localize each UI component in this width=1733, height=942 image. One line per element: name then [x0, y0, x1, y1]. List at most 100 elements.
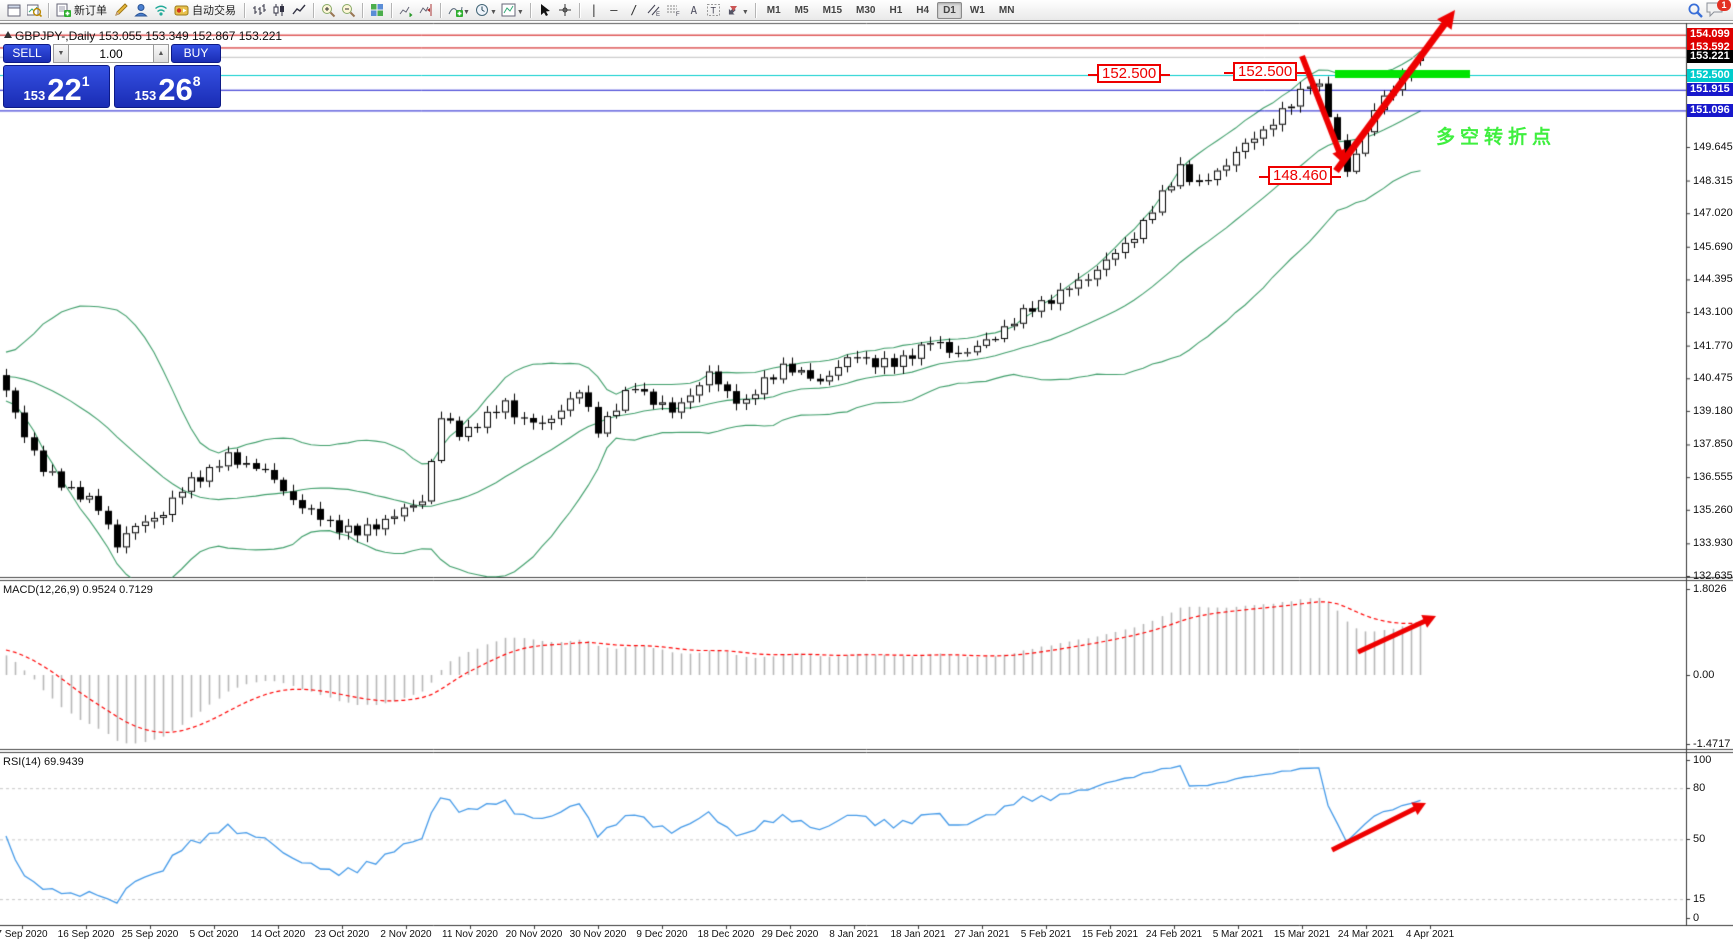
bar-chart-mode-icon[interactable] [249, 2, 269, 19]
arrows-dropdown-icon[interactable]: ▼ [741, 8, 749, 16]
signals-icon[interactable] [151, 2, 171, 19]
fibonacci-tool-icon[interactable]: F [664, 2, 684, 19]
autotrading-button[interactable]: 自动交易 [192, 5, 236, 17]
candlestick-mode-icon[interactable] [269, 2, 289, 19]
rsi-indicator-label: RSI(14) 69.9439 [3, 756, 84, 768]
macd-axis-tick: 0.00 [1693, 669, 1715, 681]
templates-icon[interactable] [499, 2, 519, 19]
price-axis-tick: 136.555 [1693, 471, 1733, 484]
date-axis-label: 9 Dec 2020 [636, 929, 688, 940]
date-axis-label: 16 Sep 2020 [57, 929, 115, 940]
date-axis-label: 14 Oct 2020 [250, 929, 306, 940]
cursor-icon[interactable] [535, 2, 555, 19]
sell-price-big: 22 [47, 72, 82, 107]
line-chart-mode-icon[interactable] [289, 2, 309, 19]
timeframe-toolbar: M1 M5 M15 M30 H1 H4 D1 W1 MN [760, 1, 1022, 19]
search-icon[interactable] [1685, 2, 1705, 19]
rsi-axis-tick: 0 [1693, 912, 1700, 924]
price-axis-tick: 133.930 [1693, 537, 1733, 550]
price-axis-tick: 149.645 [1693, 141, 1733, 153]
indicators-dropdown-icon[interactable]: ▼ [463, 8, 470, 16]
vertical-line-tool-icon[interactable]: | [590, 3, 598, 17]
chat-icon[interactable]: 1 [1705, 0, 1731, 19]
new-order-icon[interactable] [53, 2, 73, 19]
trendline-tool-icon[interactable]: / [630, 3, 638, 17]
timeframe-button-M30[interactable]: M30 [856, 4, 876, 16]
new-chart-icon[interactable] [4, 2, 24, 19]
date-axis-label: 30 Nov 2020 [569, 929, 627, 940]
zoom-in-icon[interactable] [318, 2, 338, 19]
date-axis-label: 29 Dec 2020 [761, 929, 819, 940]
timeframe-button-H1[interactable]: H1 [889, 4, 903, 16]
channel-tool-icon[interactable]: E [644, 2, 664, 19]
crosshair-icon[interactable] [555, 2, 575, 19]
periods-icon[interactable] [472, 2, 492, 19]
chart-area[interactable] [0, 22, 1686, 925]
buy-button[interactable]: BUY [171, 44, 221, 63]
collapse-one-click-icon[interactable] [4, 31, 12, 38]
zoom-out-icon[interactable] [338, 2, 358, 19]
templates-dropdown-icon[interactable]: ▼ [516, 8, 524, 16]
buy-price-button[interactable]: 153 26 8 [114, 65, 221, 108]
macd-axis-tick: 1.8026 [1693, 583, 1727, 595]
toolbar-separator [313, 2, 314, 18]
rsi-axis-tick: 50 [1693, 833, 1706, 845]
text-label-tool-icon[interactable]: T [704, 2, 724, 19]
price-badge: 151.915 [1687, 83, 1733, 97]
arrows-tool-icon[interactable] [724, 2, 744, 19]
metaeditor-icon[interactable] [111, 2, 131, 19]
one-click-trading-panel: SELL ▼ ▲ BUY 153 22 1 153 26 8 [3, 44, 221, 108]
timeframe-button-M1[interactable]: M1 [766, 4, 781, 16]
new-order-button[interactable]: 新订单 [74, 5, 107, 17]
rsi-axis-tick: 15 [1693, 893, 1706, 905]
price-axis-tick: 143.100 [1693, 306, 1733, 319]
price-badge: 152.500 [1687, 68, 1733, 82]
volume-increase-button[interactable]: ▲ [153, 44, 169, 63]
auto-scroll-icon[interactable] [396, 2, 416, 19]
community-icon[interactable] [131, 2, 151, 19]
text-tool-icon[interactable]: A [690, 3, 698, 17]
toolbar-separator [578, 2, 580, 18]
main-toolbar: 新订单 自动交易 ▼ [0, 0, 1733, 21]
sell-button[interactable]: SELL [3, 44, 51, 63]
profiles-icon[interactable] [24, 2, 44, 19]
date-axis-label: 25 Sep 2020 [121, 929, 179, 940]
timeframe-button-MN[interactable]: MN [998, 4, 1015, 16]
chart-shift-icon[interactable] [416, 2, 436, 19]
date-axis-label: 2 Nov 2020 [380, 929, 432, 940]
date-axis-label: 15 Feb 2021 [1081, 929, 1139, 940]
timeframe-button-H4[interactable]: H4 [916, 4, 930, 16]
sell-price-button[interactable]: 153 22 1 [3, 65, 110, 108]
date-axis-label: 24 Mar 2021 [1337, 929, 1395, 940]
timeframe-button-M5[interactable]: M5 [794, 4, 809, 16]
svg-text:T: T [711, 6, 717, 16]
price-axis-tick: 132.635 [1693, 570, 1733, 582]
price-axis-tick: 144.395 [1693, 273, 1733, 286]
date-axis-label: 23 Oct 2020 [314, 929, 370, 940]
horizontal-line-tool-icon[interactable]: — [610, 3, 618, 17]
volume-decrease-button[interactable]: ▼ [53, 44, 69, 63]
toolbar-separator [754, 2, 756, 18]
date-axis-label: 5 Feb 2021 [1020, 929, 1072, 940]
tile-windows-icon[interactable] [367, 2, 387, 19]
toolbar-separator [244, 2, 245, 18]
price-badge: 153.221 [1687, 50, 1733, 64]
indicators-icon[interactable] [445, 2, 465, 19]
timeframe-button-D1[interactable]: D1 [937, 1, 962, 19]
toolbar-separator [529, 2, 531, 18]
timeframe-button-M15[interactable]: M15 [822, 4, 843, 16]
buy-price-sup: 8 [192, 73, 201, 89]
date-axis-label: 4 Apr 2021 [1405, 929, 1455, 940]
volume-stepper: ▼ ▲ [53, 44, 169, 63]
chart-title: GBPJPY-,Daily 153.055 153.349 152.867 15… [15, 29, 283, 43]
price-axis-tick: 140.475 [1693, 372, 1733, 385]
rsi-axis-tick: 80 [1693, 782, 1706, 794]
autotrading-icon[interactable] [171, 2, 191, 19]
svg-text:E: E [656, 12, 660, 17]
chat-unread-badge: 1 [1717, 0, 1731, 11]
periods-dropdown-icon[interactable]: ▼ [489, 8, 497, 16]
timeframe-button-W1[interactable]: W1 [969, 4, 985, 16]
volume-input[interactable] [69, 44, 153, 63]
toolbar-right-icons: 1 [1685, 0, 1731, 19]
